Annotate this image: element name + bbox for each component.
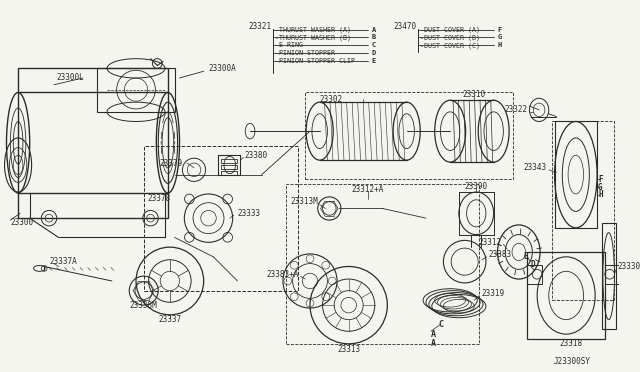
Bar	[18, 68, 168, 218]
Text: 23337A: 23337A	[49, 257, 77, 266]
Text: -E RING: -E RING	[275, 42, 303, 48]
Text: 23302: 23302	[320, 95, 343, 104]
Text: B: B	[372, 35, 376, 41]
Text: 23379: 23379	[159, 158, 182, 167]
Text: 23321: 23321	[248, 22, 271, 31]
Text: 23300A: 23300A	[209, 64, 236, 73]
Bar	[305, 93, 513, 180]
Bar	[221, 159, 237, 163]
Bar	[602, 223, 616, 329]
Text: F: F	[598, 175, 603, 184]
Text: 23313: 23313	[337, 345, 360, 354]
Text: 23343: 23343	[524, 163, 547, 172]
Text: C: C	[438, 320, 443, 329]
Text: -PINION STOPPER: -PINION STOPPER	[275, 50, 335, 56]
Bar	[97, 68, 175, 112]
Bar	[527, 264, 542, 284]
Text: 23337: 23337	[158, 315, 181, 324]
Text: C: C	[372, 42, 376, 48]
Text: G: G	[598, 183, 603, 192]
Text: 23300: 23300	[10, 218, 33, 228]
Bar	[221, 165, 237, 169]
Text: -DUST COVER (B): -DUST COVER (B)	[420, 35, 480, 41]
Bar	[552, 122, 614, 300]
Text: 23312: 23312	[478, 238, 501, 247]
Text: -THURUST WASHER (A): -THURUST WASHER (A)	[275, 27, 351, 33]
Text: F: F	[497, 27, 502, 33]
Text: E: E	[372, 58, 376, 64]
Text: 23338M: 23338M	[130, 301, 157, 310]
Text: 23322: 23322	[504, 105, 527, 115]
Text: J23300SY: J23300SY	[554, 357, 590, 366]
Text: 23318: 23318	[559, 339, 582, 348]
Text: D: D	[372, 50, 376, 56]
Text: 23312+A: 23312+A	[352, 185, 384, 194]
Text: -THURUST WASHER (B): -THURUST WASHER (B)	[275, 35, 351, 41]
Text: 23390: 23390	[465, 182, 488, 191]
Text: 23333: 23333	[237, 209, 260, 218]
Text: H: H	[497, 42, 502, 48]
Bar	[144, 146, 298, 291]
Text: 23380: 23380	[244, 151, 268, 160]
Text: 23378: 23378	[148, 194, 171, 203]
Text: A: A	[431, 330, 436, 339]
Text: 23470: 23470	[393, 22, 417, 31]
Text: A: A	[372, 27, 376, 33]
Text: 23383+A: 23383+A	[266, 270, 298, 279]
Bar	[221, 171, 237, 175]
Text: -DUST COVER (A): -DUST COVER (A)	[420, 27, 480, 33]
Text: 23383: 23383	[489, 250, 512, 259]
Text: G: G	[497, 35, 502, 41]
Text: 23300L: 23300L	[57, 74, 84, 83]
Text: D: D	[530, 260, 534, 269]
Text: A: A	[431, 339, 436, 348]
Text: -DUST COVER (C): -DUST COVER (C)	[420, 42, 480, 49]
Bar	[286, 184, 479, 344]
Text: H: H	[598, 190, 603, 199]
Text: E: E	[524, 252, 528, 261]
Bar	[527, 252, 605, 339]
Text: 23330: 23330	[618, 262, 640, 271]
Text: 23310: 23310	[463, 90, 486, 99]
Bar	[605, 264, 620, 284]
Text: 23319: 23319	[481, 289, 504, 298]
Text: -PINION STOPPER CLIP: -PINION STOPPER CLIP	[275, 58, 355, 64]
Text: 23313M: 23313M	[290, 197, 317, 206]
